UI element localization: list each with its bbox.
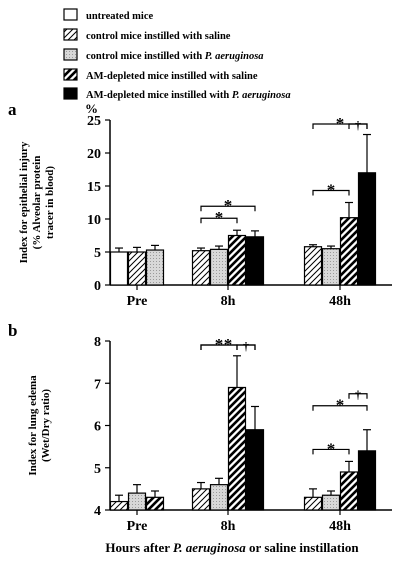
panel-b: b Index for lung edema(Wet/Dry ratio) 4 5 6 7… [8, 321, 392, 534]
y-axis-label-line: (% Alveolar protein [31, 156, 43, 250]
significance-symbol: * [224, 335, 233, 354]
bar [227, 386, 247, 511]
y-axis-label: Index for lung edema(Wet/Dry ratio) [27, 375, 52, 476]
y-tick-label: 5 [94, 246, 101, 261]
significance-symbol: * [327, 439, 336, 458]
bar [145, 249, 165, 286]
y-tick-label: 0 [94, 279, 101, 294]
significance-bracket [348, 393, 368, 399]
significance-symbol: † [355, 388, 361, 402]
y-axis-label: Index for epithelial injury(% Alveolar p… [18, 141, 56, 263]
y-tick-label: 5 [94, 462, 101, 477]
significance-bracket [312, 189, 350, 196]
significance-symbol: * [327, 181, 336, 200]
significance-symbol: * [224, 196, 233, 215]
bar [209, 484, 229, 511]
y-tick-label: 4 [94, 504, 101, 519]
legend-swatch [63, 28, 78, 41]
significance-bracket [348, 123, 368, 129]
significance-symbol: † [355, 118, 361, 132]
x-tick-label: Pre [127, 294, 148, 309]
bar [245, 429, 265, 511]
legend-label: control mice instilled with saline [86, 31, 231, 42]
significance-symbol: * [336, 396, 345, 415]
x-tick-label: 8h [221, 294, 236, 309]
significance-bracket [312, 405, 368, 411]
x-tick-label: Pre [127, 519, 148, 534]
bar [127, 492, 147, 511]
bar [303, 246, 323, 286]
y-tick-label: 15 [87, 180, 101, 195]
significance-bracket [200, 217, 238, 224]
x-tick-label: 48h [329, 294, 351, 309]
legend-swatch [63, 8, 78, 21]
bar [127, 251, 147, 286]
legend-label: untreated mice [86, 11, 154, 22]
y-tick-label: 6 [94, 420, 101, 435]
bar [339, 217, 359, 286]
unit-label: % [85, 101, 98, 116]
bar [209, 248, 229, 286]
legend-item: AM-depleted mice instilled with P. aerug… [63, 87, 291, 101]
legend-item: control mice instilled with P. aeruginos… [63, 48, 264, 62]
y-tick-label: 20 [87, 147, 101, 162]
panel-label: a [8, 100, 17, 119]
panel-label: b [8, 321, 17, 340]
legend-label: AM-depleted mice instilled with P. aerug… [86, 90, 291, 101]
legend-label: AM-depleted mice instilled with saline [86, 71, 258, 82]
legend-swatch [63, 87, 78, 100]
significance-symbol: * [215, 208, 224, 227]
bar [109, 251, 129, 286]
bar [321, 494, 341, 511]
bar [145, 496, 165, 511]
legend-item: AM-depleted mice instilled with saline [63, 68, 258, 82]
bar [357, 172, 377, 286]
bar [303, 496, 323, 511]
legend-label: control mice instilled with P. aeruginos… [86, 51, 264, 62]
significance-bracket [236, 344, 256, 350]
y-axis-label-line: Index for lung edema [27, 375, 39, 476]
y-axis-label-line: (Wet/Dry ratio) [40, 389, 52, 462]
y-tick-label: 10 [87, 213, 101, 228]
bar [191, 488, 211, 511]
y-axis-label-line: tracer in blood) [44, 166, 56, 239]
y-tick-label: 25 [87, 114, 101, 129]
legend-item: control mice instilled with saline [63, 28, 231, 42]
bar [227, 234, 247, 286]
legend-swatch [63, 48, 78, 61]
significance-symbol: * [336, 114, 345, 133]
legend-swatch [63, 68, 78, 81]
y-axis-label-line: Index for epithelial injury [18, 141, 30, 263]
significance-symbol: † [243, 339, 249, 353]
bar [357, 450, 377, 511]
x-tick-label: 8h [221, 519, 236, 534]
bar [321, 248, 341, 286]
y-tick-label: 7 [94, 377, 101, 392]
significance-bracket [200, 205, 256, 212]
legend-item: untreated mice [63, 8, 154, 22]
significance-bracket [312, 448, 350, 455]
x-axis-title: Hours after P. aeruginosa or saline inst… [105, 540, 359, 555]
bar [191, 250, 211, 286]
bar [245, 236, 265, 286]
bar [339, 471, 359, 511]
y-tick-label: 8 [94, 335, 101, 350]
bar [109, 500, 129, 511]
x-tick-label: 48h [329, 519, 351, 534]
panel-a: a % Index for epithelial injury(% Alveolar… [8, 100, 392, 309]
legend: untreated mice control mice instilled wi… [63, 8, 291, 101]
